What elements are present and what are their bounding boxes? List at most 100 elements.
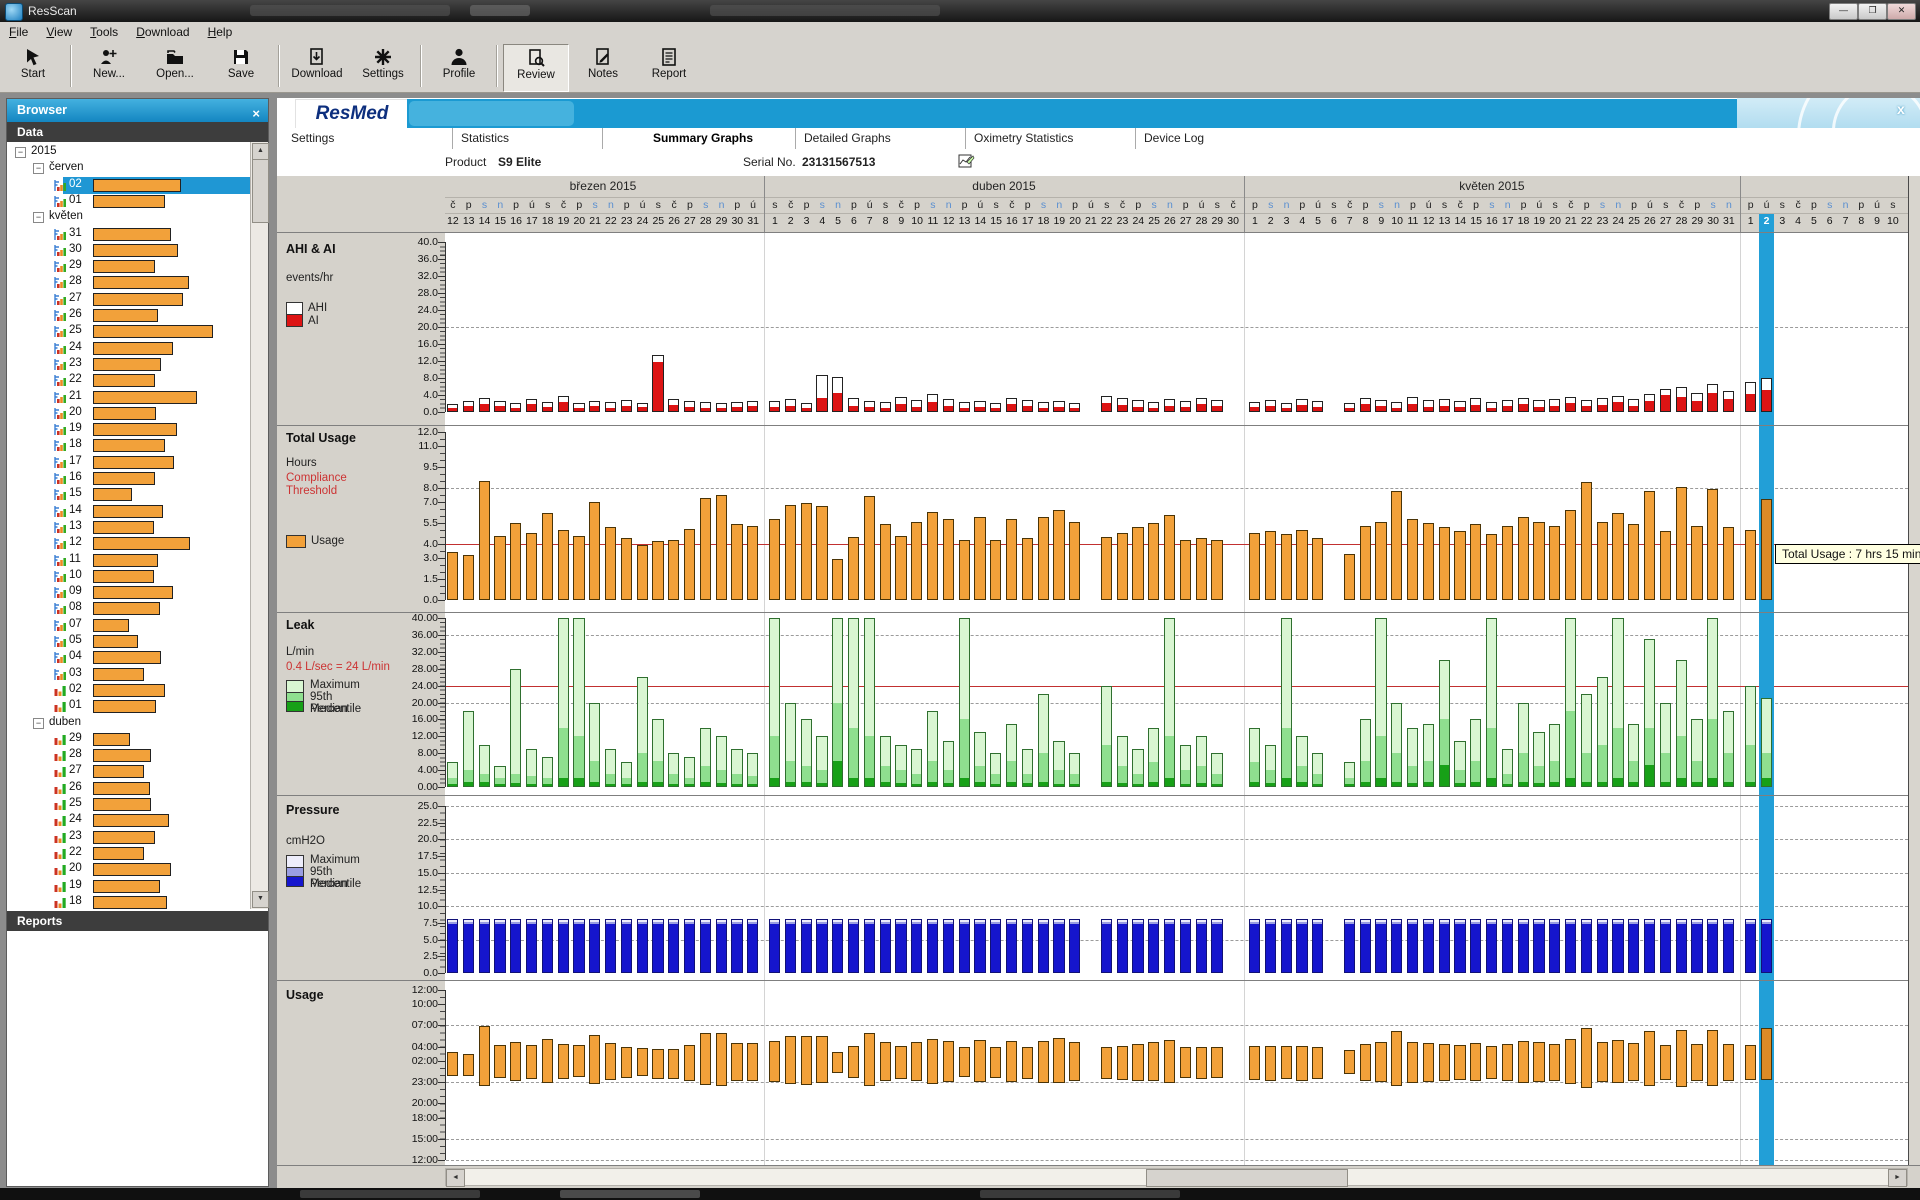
leak-bar[interactable]: [699, 727, 712, 787]
tree-day-item-29[interactable]: 29: [7, 258, 250, 275]
day-header-4-12[interactable]: 12: [942, 215, 955, 227]
tree-day-item-14[interactable]: 14: [7, 503, 250, 520]
leak-bar[interactable]: [1132, 748, 1144, 787]
total-usage-bar[interactable]: [1533, 521, 1545, 600]
pressure-bar[interactable]: [832, 918, 844, 973]
ahi-bar[interactable]: [816, 374, 828, 412]
pressure-bar[interactable]: [589, 918, 601, 973]
usage-period-bar[interactable]: [1211, 1047, 1223, 1078]
total-usage-bar[interactable]: [1501, 525, 1514, 600]
day-header-3-27[interactable]: 27: [684, 215, 696, 227]
day-header-5-12[interactable]: 12: [1422, 215, 1435, 227]
pressure-bar[interactable]: [1164, 918, 1176, 973]
review-button[interactable]: Review: [503, 44, 569, 92]
ahi-bar[interactable]: [636, 403, 648, 412]
total-usage-bar[interactable]: [1454, 531, 1466, 600]
pressure-bar[interactable]: [769, 918, 781, 973]
usage-period-bar[interactable]: [462, 1053, 475, 1077]
pressure-bar[interactable]: [462, 918, 475, 973]
ahi-bar[interactable]: [1164, 399, 1176, 412]
total-usage-bar[interactable]: [605, 527, 617, 600]
tree-day-item-02[interactable]: 02: [7, 682, 250, 699]
usage-period-bar[interactable]: [510, 1041, 522, 1081]
scroll-up-icon[interactable]: ▲: [252, 143, 269, 160]
pressure-bar[interactable]: [784, 918, 797, 973]
total-usage-bar[interactable]: [1069, 521, 1081, 600]
tree-branch-duben[interactable]: − duben: [7, 715, 250, 732]
menu-download[interactable]: Download: [136, 25, 190, 39]
usage-period-bar[interactable]: [1486, 1045, 1498, 1080]
pressure-bar[interactable]: [1628, 918, 1640, 973]
pressure-bar[interactable]: [1533, 918, 1545, 973]
pressure-bar[interactable]: [816, 918, 828, 973]
usage-period-bar[interactable]: [1760, 1028, 1772, 1080]
pressure-bar[interactable]: [1195, 918, 1207, 973]
usage-period-bar[interactable]: [1470, 1043, 1482, 1082]
tree-day-item-27[interactable]: 27: [7, 763, 250, 780]
menu-help[interactable]: Help: [207, 25, 233, 39]
day-header-4-27[interactable]: 27: [1179, 215, 1192, 227]
ahi-bar[interactable]: [1760, 378, 1772, 412]
day-header-4-30[interactable]: 30: [1227, 215, 1239, 227]
ahi-bar[interactable]: [990, 402, 1002, 412]
pressure-bar[interactable]: [1549, 918, 1561, 973]
pressure-bar[interactable]: [1454, 918, 1466, 973]
horizontal-scrollbar[interactable]: ◄ ►: [445, 1168, 1908, 1187]
tree-branch-2015[interactable]: −2015: [7, 144, 250, 161]
tree-day-item-20[interactable]: 20: [7, 405, 250, 422]
total-usage-bar[interactable]: [974, 517, 986, 600]
leak-bar[interactable]: [1359, 719, 1371, 787]
tab-oximetry-statistics[interactable]: Oximetry Statistics: [965, 128, 1135, 149]
pressure-bar[interactable]: [526, 918, 538, 973]
start-button[interactable]: Start: [1, 44, 65, 90]
pressure-bar[interactable]: [1675, 918, 1687, 973]
tree-day-item-17[interactable]: 17: [7, 454, 250, 471]
day-header-5-17[interactable]: 17: [1501, 215, 1514, 227]
leak-bar[interactable]: [1533, 732, 1545, 787]
ahi-bar[interactable]: [1501, 400, 1514, 412]
tree-day-item-24[interactable]: 24: [7, 812, 250, 829]
total-usage-bar[interactable]: [1628, 524, 1640, 600]
usage-period-bar[interactable]: [1628, 1043, 1640, 1082]
pressure-bar[interactable]: [1501, 918, 1514, 973]
tree-day-item-18[interactable]: 18: [7, 437, 250, 454]
usage-period-bar[interactable]: [958, 1046, 970, 1078]
ahi-bar[interactable]: [1296, 399, 1308, 412]
tree-day-item-31[interactable]: 31: [7, 226, 250, 243]
tree-day-item-28[interactable]: 28: [7, 274, 250, 291]
day-header-4-24[interactable]: 24: [1132, 215, 1145, 227]
leak-bar[interactable]: [1565, 618, 1577, 787]
pressure-bar[interactable]: [1707, 918, 1719, 973]
pressure-bar[interactable]: [1100, 918, 1113, 973]
leak-bar[interactable]: [816, 736, 828, 787]
ahi-bar[interactable]: [1549, 399, 1561, 412]
pressure-bar[interactable]: [1470, 918, 1482, 973]
leak-bar[interactable]: [1470, 719, 1482, 787]
day-header-5-9[interactable]: 9: [1378, 215, 1385, 227]
day-header-3-28[interactable]: 28: [699, 215, 712, 227]
pressure-bar[interactable]: [1249, 918, 1261, 973]
usage-period-bar[interactable]: [1612, 1039, 1624, 1084]
ahi-bar[interactable]: [1021, 400, 1034, 412]
day-header-4-10[interactable]: 10: [911, 215, 923, 227]
pressure-bar[interactable]: [1438, 918, 1450, 973]
leak-bar[interactable]: [942, 740, 955, 787]
usage-period-bar[interactable]: [769, 1041, 781, 1083]
tree-branch-červen[interactable]: − červen: [7, 160, 250, 177]
settings-button[interactable]: Settings: [351, 44, 415, 90]
ahi-bar[interactable]: [1470, 398, 1482, 412]
ahi-bar[interactable]: [863, 400, 876, 412]
pressure-bar[interactable]: [848, 918, 860, 973]
day-header-6-5[interactable]: 5: [1810, 215, 1817, 227]
total-usage-bar[interactable]: [1116, 532, 1128, 600]
pressure-bar[interactable]: [1053, 918, 1065, 973]
pressure-bar[interactable]: [1580, 918, 1593, 973]
leak-bar[interactable]: [784, 702, 797, 787]
collapse-icon[interactable]: −: [33, 212, 44, 224]
tree-day-item-07[interactable]: 07: [7, 617, 250, 634]
pressure-bar[interactable]: [605, 918, 617, 973]
ahi-bar[interactable]: [848, 398, 860, 412]
leak-bar[interactable]: [1549, 723, 1561, 787]
total-usage-bar[interactable]: [1195, 538, 1207, 600]
ahi-bar[interactable]: [927, 394, 939, 412]
